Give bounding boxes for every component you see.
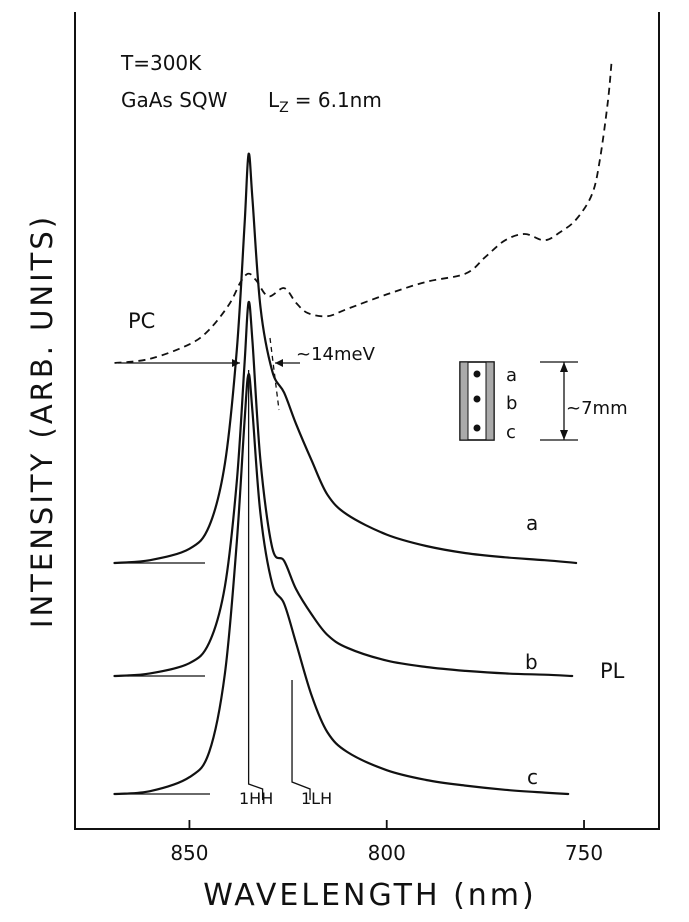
- fwhm-label: ~14meV: [296, 344, 376, 365]
- size-label: ~7mm: [566, 398, 628, 419]
- inset-label-a: a: [506, 365, 517, 386]
- inset-label-b: b: [506, 393, 517, 414]
- size-dimension-line: [540, 361, 578, 441]
- temperature-label: T=300K: [120, 51, 202, 75]
- plot-frame: [74, 12, 660, 830]
- lh-label: 1LH: [301, 789, 332, 808]
- x-tick-label-750: 750: [565, 841, 603, 865]
- inset-point-a: [473, 370, 481, 378]
- y-axis-label: INTENSITY (ARB. UNITS): [25, 214, 59, 628]
- sample-label: GaAs SQW: [121, 88, 228, 112]
- x-axis-label: WAVELENGTH (nm): [203, 878, 536, 913]
- x-tick-label-850: 850: [170, 841, 208, 865]
- series-b-line: [113, 300, 574, 678]
- sample-inset: [459, 361, 495, 441]
- x-tick-label-800: 800: [368, 841, 406, 865]
- hh-label: 1HH: [239, 789, 273, 808]
- series-label-a: a: [526, 511, 538, 535]
- lh-marker-line: [291, 680, 311, 800]
- pc-label: PC: [128, 309, 155, 333]
- series-PC-line: [114, 61, 613, 364]
- x-axis-ticks: 850 800 750: [170, 820, 603, 865]
- series-c-line: [113, 372, 570, 796]
- inset-label-c: c: [506, 422, 516, 443]
- inset-point-b: [473, 395, 481, 403]
- series-label-b: b: [525, 650, 538, 674]
- series-label-c: c: [527, 765, 538, 789]
- well-width-label: LZ = 6.1nm: [268, 88, 382, 116]
- curves: [113, 61, 613, 800]
- series-a-line: [113, 152, 578, 565]
- inset-point-c: [473, 424, 481, 432]
- hh-marker-line: [247, 370, 264, 800]
- pl-label: PL: [600, 659, 625, 683]
